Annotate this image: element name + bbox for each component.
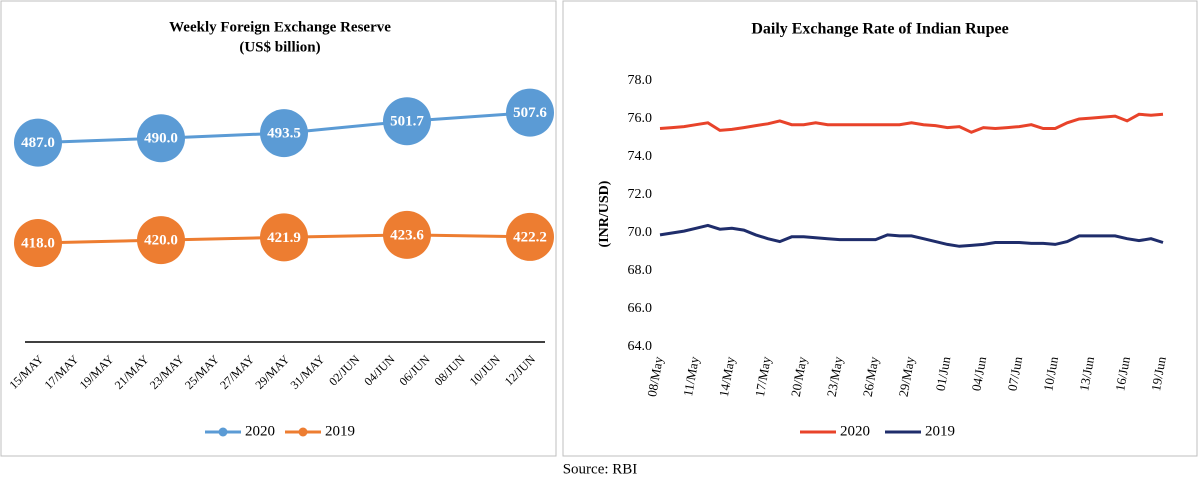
y-tick-label: 78.0 [628,73,653,88]
panel-border [0,0,557,457]
x-tick-label: 11/May [680,355,702,397]
x-tick-label: 23/May [824,355,846,398]
x-tick-label: 17/MAY [41,352,81,392]
data-point [14,219,62,268]
y-tick-label: 66.0 [628,301,653,316]
x-tick-label: 16/Jun [1112,355,1133,392]
y-tick-label: 72.0 [628,187,653,202]
x-tick-label: 20/May [788,355,810,398]
data-label: 423.6 [390,227,424,243]
x-tick-label: 19/Jun [1148,355,1169,392]
data-label: 418.0 [21,235,55,251]
x-tick-label: 06/JUN [396,352,433,389]
data-point [506,88,554,137]
data-label: 487.0 [21,135,55,151]
x-tick-label: 15/MAY [6,352,46,392]
x-tick-label: 13/Jun [1076,355,1097,392]
y-axis-label: (INR/USD) [597,180,612,247]
series-line [659,223,1164,248]
x-tick-label: 17/May [752,355,774,398]
data-point [383,97,431,146]
x-tick-label: 01/Jun [933,355,954,392]
data-label: 507.6 [513,105,547,121]
x-tick-label: 14/May [716,355,738,398]
x-tick-label: 29/MAY [252,352,292,392]
x-tick-label: 27/MAY [217,352,257,392]
legend-label: 2019 [925,423,955,439]
chart-title: Daily Exchange Rate of Indian Rupee [751,21,1008,38]
x-tick-label: 21/MAY [112,352,152,392]
y-tick-label: 76.0 [628,111,653,126]
x-tick-label: 19/MAY [77,352,117,392]
data-label: 501.7 [390,114,424,130]
x-tick-label: 02/JUN [326,352,363,389]
x-tick-label: 10/JUN [467,352,504,389]
x-tick-label: 04/JUN [361,352,398,389]
legend-label: 2019 [325,423,355,439]
x-tick-label: 12/JUN [502,352,539,389]
x-tick-label: 29/May [896,355,918,398]
x-tick-label: 26/May [860,355,882,398]
data-label: 422.2 [513,229,547,245]
y-tick-label: 74.0 [628,149,653,164]
x-tick-label: 31/MAY [287,352,327,392]
data-point [14,118,62,167]
legend-label: 2020 [245,423,275,439]
chart-subtitle: (US$ billion) [239,39,320,55]
x-tick-label: 23/MAY [147,352,187,392]
x-tick-label: 25/MAY [182,352,222,392]
data-label: 420.0 [144,233,178,249]
data-point [260,109,308,158]
x-tick-label: 08/May [644,355,666,398]
data-label: 421.9 [267,230,301,246]
x-tick-label: 04/Jun [968,355,989,392]
x-tick-label: 10/Jun [1040,355,1061,392]
panel-border [562,0,1198,457]
legend-marker [218,427,228,437]
data-point [383,210,431,259]
chart-title: Weekly Foreign Exchange Reserve [169,19,391,35]
data-point [137,114,185,163]
source-note: Source: RBI [563,461,638,477]
y-tick-label: 68.0 [628,263,653,278]
legend-label: 2020 [840,423,870,439]
series-line [659,112,1164,134]
x-tick-label: 08/JUN [431,352,468,389]
data-label: 490.0 [144,131,178,147]
data-point [260,213,308,262]
y-tick-label: 70.0 [628,225,653,240]
x-tick-label: 07/Jun [1004,355,1025,392]
data-point [506,212,554,261]
legend-marker [298,427,308,437]
data-point [137,216,185,265]
data-label: 493.5 [267,126,301,142]
y-tick-label: 64.0 [628,339,653,354]
